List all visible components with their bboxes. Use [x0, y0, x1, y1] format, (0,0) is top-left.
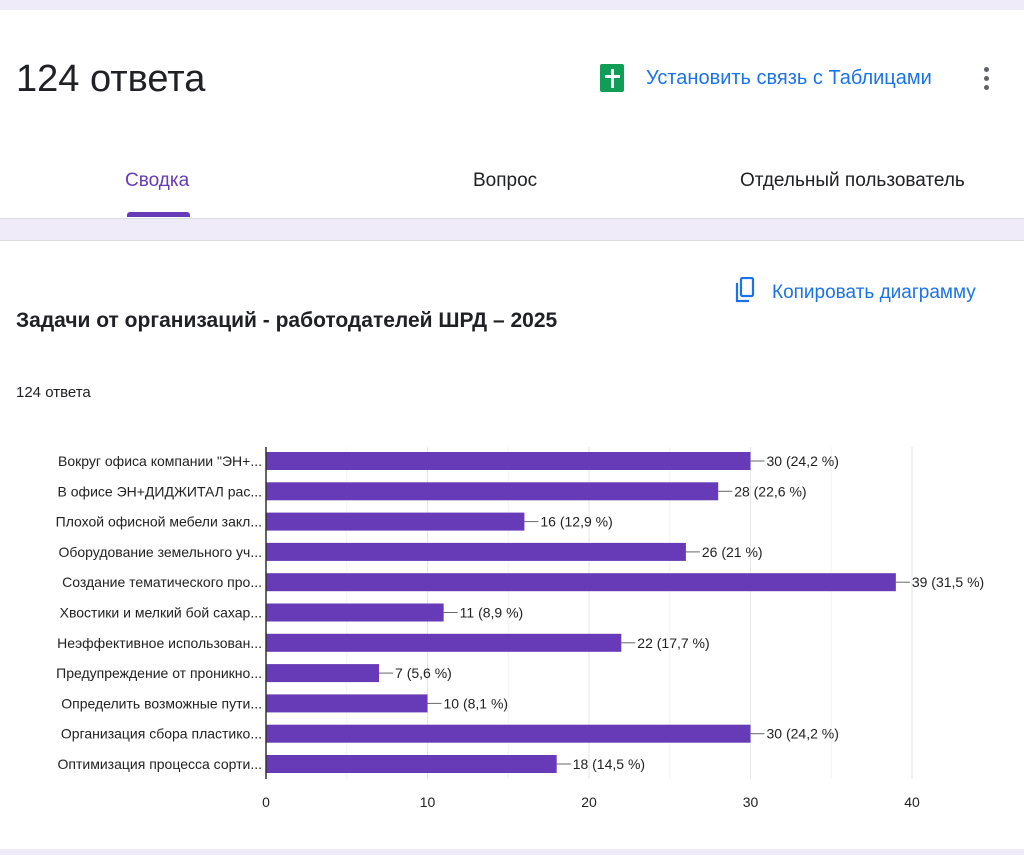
sheets-icon[interactable]	[600, 64, 624, 92]
category-label: Оптимизация процесса сорти...	[58, 756, 262, 772]
x-tick-label: 0	[262, 794, 270, 810]
bar	[266, 664, 380, 683]
data-label: 7 (5,6 %)	[395, 665, 452, 681]
data-label: 10 (8,1 %)	[444, 695, 509, 711]
x-tick-label: 20	[581, 794, 597, 810]
bar	[266, 452, 751, 470]
question-card: Копировать диаграмму Задачи от организац…	[0, 240, 1024, 849]
question-title: Задачи от организаций - работодателей ШР…	[16, 309, 558, 332]
category-label: Определить возможные пути...	[61, 695, 262, 711]
category-label: Предупреждение от проникно...	[56, 665, 262, 681]
tab-summary[interactable]: Сводка	[125, 170, 190, 191]
data-label: 28 (22,6 %)	[734, 483, 806, 499]
data-label: 18 (14,5 %)	[573, 756, 645, 772]
x-tick-label: 40	[904, 794, 920, 810]
data-label: 22 (17,7 %)	[637, 635, 709, 651]
bar	[266, 542, 686, 561]
more-options-icon[interactable]	[978, 64, 994, 94]
category-label: Организация сбора пластико...	[61, 726, 262, 742]
bar	[266, 603, 444, 622]
bar	[266, 694, 428, 713]
data-label: 16 (12,9 %)	[540, 514, 612, 530]
bar	[266, 724, 751, 743]
data-label: 30 (24,2 %)	[767, 726, 839, 742]
copy-icon[interactable]	[735, 277, 755, 303]
category-label: В офисе ЭН+ДИДЖИТАЛ рас...	[58, 483, 262, 499]
bar	[266, 482, 719, 501]
bar	[266, 633, 622, 652]
bar	[266, 755, 557, 773]
bar	[266, 512, 525, 531]
active-tab-indicator	[127, 212, 190, 217]
response-count-title: 124 ответа	[16, 58, 206, 100]
category-label: Плохой офисной мебели закл...	[56, 514, 262, 530]
tab-individual[interactable]: Отдельный пользователь	[740, 170, 965, 191]
category-label: Неэффективное использован...	[57, 635, 262, 651]
category-label: Хвостики и мелкий бой сахар...	[60, 605, 262, 621]
bar	[266, 573, 896, 592]
category-label: Создание тематического про...	[62, 574, 262, 590]
data-label: 39 (31,5 %)	[912, 574, 984, 590]
category-label: Оборудование земельного уч...	[58, 544, 262, 560]
data-label: 30 (24,2 %)	[767, 453, 839, 469]
tab-question[interactable]: Вопрос	[473, 170, 538, 191]
category-label: Вокруг офиса компании "ЭН+...	[58, 453, 262, 469]
x-tick-label: 10	[420, 794, 436, 810]
copy-chart-button[interactable]: Копировать диаграмму	[772, 282, 976, 303]
bar-chart: Вокруг офиса компании "ЭН+... 30 (24,2 %)…	[56, 447, 984, 810]
link-to-sheets-button[interactable]: Установить связь с Таблицами	[646, 67, 932, 89]
data-label: 26 (21 %)	[702, 544, 763, 560]
x-tick-label: 30	[743, 794, 759, 810]
question-response-count: 124 ответа	[16, 384, 91, 401]
summary-header-card: 124 ответа Установить связь с Таблицами …	[0, 10, 1024, 219]
data-label: 11 (8,9 %)	[460, 605, 524, 621]
